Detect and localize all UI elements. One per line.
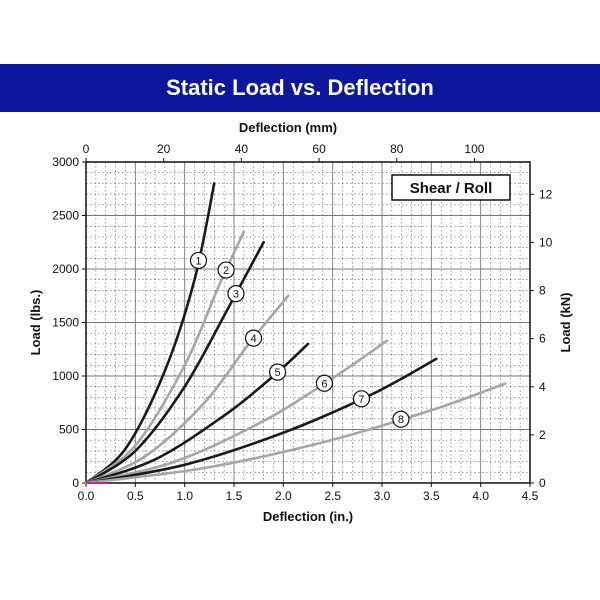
x-axis-label-top: Deflection (mm) xyxy=(239,120,337,135)
y-tick-label-right: 4 xyxy=(539,380,546,394)
axis-ticks: 0.0 0.5 1.0 1.5 2.0 2.5 3.0 3.5 4.0 4.50500100015… xyxy=(52,142,552,503)
y-axis-label-right: Load (kN) xyxy=(558,293,573,353)
series-marker-6 xyxy=(315,374,333,392)
series-marker-8 xyxy=(392,410,410,428)
x-tick-label-bottom: 3.5 xyxy=(423,489,440,503)
series-line-6 xyxy=(84,339,389,485)
x-tick-label-bottom: 1.5 xyxy=(226,489,243,503)
x-tick-label-bottom: 3.0 xyxy=(374,489,391,503)
annotation-label: Shear / Roll xyxy=(410,180,493,197)
series-label-7: 7 xyxy=(358,394,364,406)
series-line-8 xyxy=(84,382,507,485)
x-tick-label-bottom: 4.5 xyxy=(522,489,539,503)
series-curves xyxy=(84,182,507,485)
series-label-2: 2 xyxy=(223,265,229,277)
x-axis-label-bottom: Deflection (in.) xyxy=(263,509,353,524)
y-tick-label-right: 12 xyxy=(539,187,553,201)
y-tick-label-left: 500 xyxy=(59,423,79,437)
x-tick-label-bottom: 2.0 xyxy=(275,489,292,503)
x-tick-label-top: 40 xyxy=(235,142,249,156)
y-tick-label-left: 1500 xyxy=(52,316,79,330)
x-tick-label-bottom: 1.0 xyxy=(176,489,193,503)
series-marker-1 xyxy=(189,251,208,270)
title-banner: Static Load vs. Deflection xyxy=(0,64,600,112)
series-marker-5 xyxy=(269,363,287,381)
series-marker-2 xyxy=(217,261,235,279)
series-label-5: 5 xyxy=(275,367,281,379)
y-tick-label-left: 0 xyxy=(72,476,79,490)
x-tick-label-bottom: 4.0 xyxy=(472,489,489,503)
series-line-1 xyxy=(84,182,216,485)
x-tick-label-top: 20 xyxy=(157,142,171,156)
y-axis-label-left: Load (lbs.) xyxy=(28,290,43,356)
x-tick-label-bottom: 2.5 xyxy=(324,489,341,503)
x-tick-label-top: 0 xyxy=(83,142,90,156)
y-tick-label-right: 2 xyxy=(539,428,546,442)
y-tick-label-right: 8 xyxy=(539,284,546,298)
y-tick-label-left: 1000 xyxy=(52,369,79,383)
y-tick-label-right: 10 xyxy=(539,235,553,249)
x-tick-label-bottom: 0.5 xyxy=(127,489,144,503)
series-label-8: 8 xyxy=(398,414,404,426)
y-tick-label-right: 6 xyxy=(539,332,546,346)
series-label-6: 6 xyxy=(321,378,327,390)
y-tick-label-left: 3000 xyxy=(52,155,79,169)
series-line-7 xyxy=(84,357,438,485)
series-line-4 xyxy=(84,294,290,485)
x-tick-label-bottom: 0.0 xyxy=(78,489,95,503)
series-label-3: 3 xyxy=(233,289,239,301)
series-marker-7 xyxy=(352,390,371,408)
series-label-4: 4 xyxy=(250,333,256,345)
annotation-box: Shear / Roll xyxy=(391,174,511,201)
chart-title: Static Load vs. Deflection xyxy=(166,75,434,100)
series-marker-4 xyxy=(244,329,263,347)
x-tick-label-top: 80 xyxy=(390,142,404,156)
chart-grid xyxy=(86,162,530,483)
x-tick-label-top: 100 xyxy=(464,142,484,156)
x-tick-label-top: 60 xyxy=(312,142,326,156)
y-tick-label-right: 0 xyxy=(539,476,546,490)
series-marker-3 xyxy=(227,285,245,303)
y-tick-label-left: 2500 xyxy=(52,209,79,223)
series-label-1: 1 xyxy=(195,255,201,267)
series-line-3 xyxy=(84,240,265,485)
y-tick-label-left: 2000 xyxy=(52,262,79,276)
